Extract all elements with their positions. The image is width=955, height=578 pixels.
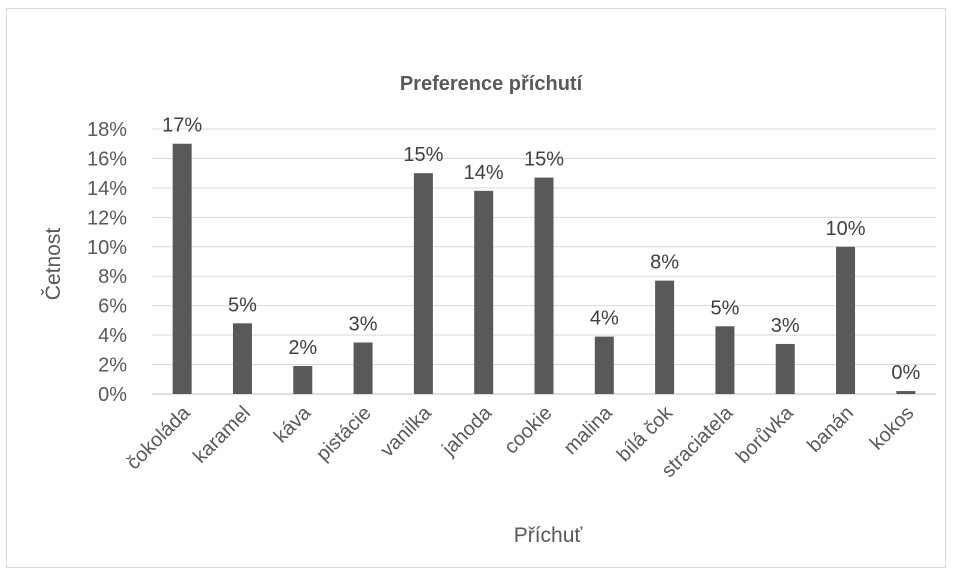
data-label: 15% bbox=[524, 149, 564, 171]
data-label: 14% bbox=[464, 162, 504, 184]
y-axis-title: Četnost bbox=[42, 228, 65, 301]
x-axis-title: Příchuť bbox=[514, 524, 584, 547]
x-tick-label: pistácie bbox=[312, 402, 376, 466]
data-label: 15% bbox=[403, 144, 443, 166]
data-label: 5% bbox=[710, 297, 739, 319]
data-label: 0% bbox=[891, 362, 920, 384]
bar bbox=[293, 366, 313, 394]
bar bbox=[836, 246, 856, 394]
y-tick-label: 0% bbox=[98, 384, 127, 406]
data-label: 4% bbox=[590, 308, 619, 330]
data-label: 5% bbox=[228, 294, 257, 316]
y-tick-label: 18% bbox=[87, 119, 127, 141]
bar bbox=[655, 280, 675, 394]
y-tick-label: 8% bbox=[98, 266, 127, 288]
x-tick-label: jahoda bbox=[437, 401, 496, 460]
x-tick-label: cookie bbox=[500, 402, 556, 458]
x-tick-label: vanilka bbox=[376, 401, 436, 461]
y-tick-label: 12% bbox=[87, 207, 127, 229]
data-label: 3% bbox=[771, 315, 800, 337]
x-tick-label: malina bbox=[560, 401, 618, 459]
bar bbox=[896, 391, 916, 394]
x-tick-label: káva bbox=[270, 401, 316, 447]
y-tick-label: 4% bbox=[98, 325, 127, 347]
x-tick-label: borůvka bbox=[732, 401, 798, 467]
data-label: 2% bbox=[288, 337, 317, 359]
x-tick-label: kokos bbox=[866, 402, 919, 455]
bar bbox=[715, 326, 735, 394]
bar bbox=[775, 343, 795, 394]
x-tick-label: karamel bbox=[189, 402, 255, 468]
bar bbox=[232, 323, 252, 394]
bar bbox=[474, 190, 494, 394]
x-tick-label: banán bbox=[803, 402, 858, 457]
chart-title: Preference příchutí bbox=[400, 73, 584, 95]
data-label: 10% bbox=[826, 218, 866, 240]
y-tick-label: 10% bbox=[87, 237, 127, 259]
y-tick-label: 2% bbox=[98, 355, 127, 377]
y-tick-label: 16% bbox=[87, 148, 127, 170]
bar bbox=[594, 336, 614, 394]
bars bbox=[172, 143, 916, 394]
data-label: 8% bbox=[650, 252, 679, 274]
bar bbox=[534, 177, 554, 394]
data-label: 3% bbox=[349, 313, 378, 335]
data-label: 17% bbox=[162, 115, 202, 137]
gridlines bbox=[152, 128, 936, 395]
bar bbox=[172, 143, 192, 394]
bar bbox=[413, 173, 433, 394]
y-axis-ticks: 0% 2% 4% 6% 8% 10% 12% 14% 16% 18% bbox=[87, 119, 127, 406]
x-tick-label: čokoláda bbox=[123, 401, 196, 474]
y-tick-label: 6% bbox=[98, 296, 127, 318]
bar bbox=[353, 342, 373, 394]
data-labels: 17% 5% 2% 3% 15% 14% 15% 4% 8% 5% 3% 10% 0% bbox=[162, 115, 920, 384]
y-tick-label: 14% bbox=[87, 178, 127, 200]
